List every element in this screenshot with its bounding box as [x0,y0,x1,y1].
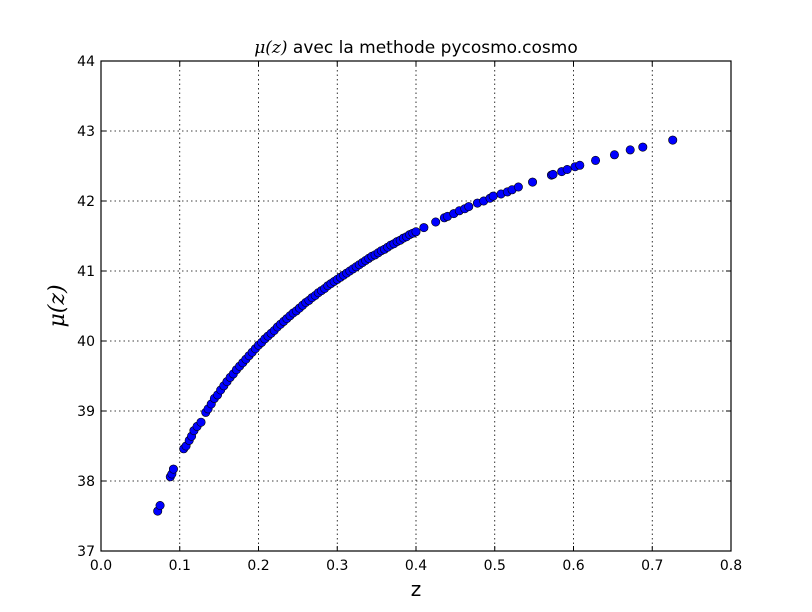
y-tick-label: 39 [77,404,95,420]
scatter-point [638,142,648,152]
scatter-point [513,182,523,192]
scatter-point [668,135,678,145]
y-axis-label: μ(z) [45,284,70,327]
y-tick-labels: 37 38 39 40 41 42 43 44 [77,54,95,560]
scatter-point [575,160,585,170]
y-tick-label: 44 [77,54,95,70]
scatter-points [153,135,678,516]
scatter-point [625,145,635,155]
y-tick-label: 40 [77,334,95,350]
x-tick-label: 0.2 [247,558,269,574]
chart-title-text: avec la methode pycosmo.cosmo [288,38,578,58]
scatter-point [464,202,474,212]
scatter-point [168,464,178,474]
grid-lines [101,61,731,551]
x-tick-label: 0.6 [562,558,584,574]
y-tick-label: 38 [77,474,95,490]
x-tick-labels: 0.0 0.1 0.2 0.3 0.4 0.5 0.6 0.7 0.8 [90,558,742,574]
scatter-point [528,177,538,187]
y-tick-label: 41 [77,264,95,280]
scatter-point [196,417,206,427]
x-tick-label: 0.8 [720,558,742,574]
y-tick-label: 37 [77,544,95,560]
chart-title-math: μ(z) [254,38,287,58]
scatter-point [155,500,165,510]
x-tick-label: 0.4 [405,558,427,574]
x-tick-label: 0.5 [484,558,506,574]
x-axis-label: z [411,577,422,601]
scatter-point [562,165,572,175]
scatter-point [548,169,558,179]
y-tick-label: 43 [77,124,95,140]
axis-ticks [100,60,732,552]
scatter-point [411,227,421,237]
x-tick-label: 0.7 [641,558,663,574]
x-tick-label: 0.0 [90,558,112,574]
x-tick-label: 0.3 [326,558,348,574]
x-tick-label: 0.1 [169,558,191,574]
scatter-point [488,191,498,201]
scatter-point [419,223,429,233]
y-tick-label: 42 [77,194,95,210]
scatter-point [431,217,441,227]
scatter-point [609,150,619,160]
scatter-point [591,155,601,165]
chart-title: μ(z) avec la methode pycosmo.cosmo [254,38,578,58]
